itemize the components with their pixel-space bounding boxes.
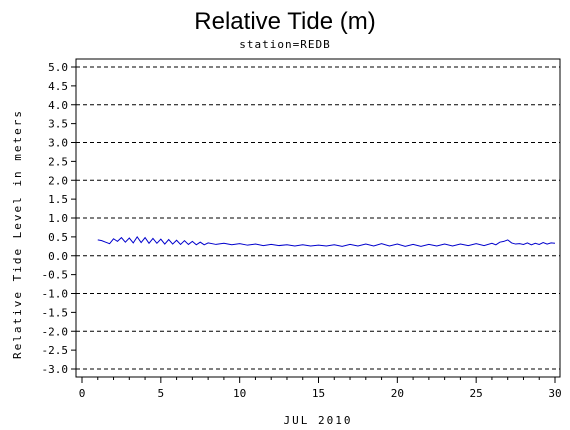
x-tick-label: 10 [233,387,246,400]
y-tick-label: 1.0 [48,212,68,225]
x-tick-label: 15 [312,387,325,400]
y-tick-label: 0.5 [48,231,68,244]
y-axis-label: Relative Tide Level in meters [11,109,24,359]
grid-lines [76,66,560,370]
chart-subtitle: station=REDB [239,38,330,51]
y-tick-label: -2.5 [42,344,69,357]
x-tick-label: 0 [79,387,86,400]
y-tick-label: -3.0 [42,363,69,376]
y-tick-label: 3.0 [48,137,68,150]
y-tick-label: 5.0 [48,61,68,74]
y-tick-label: 4.5 [48,80,68,93]
y-tick-label: 3.5 [48,118,68,131]
y-tick-label: 4.0 [48,99,68,112]
y-tick-label: 1.5 [48,193,68,206]
x-axis-label: JUL 2010 [284,414,353,427]
x-tick-label: 30 [548,387,561,400]
y-tick-label: 2.0 [48,174,68,187]
y-tick-label: -1.5 [42,306,69,319]
y-axis: -3.0 -2.5 -2.0 -1.5 -1.0 -0.5 0.0 0.5 1.0 1.5 2.0 2… [42,61,76,376]
tide-series-line [97,235,556,247]
y-tick-label: 2.5 [48,155,68,168]
y-tick-label: -2.0 [42,325,69,338]
y-tick-label: -1.0 [42,288,69,301]
x-tick-label: 20 [391,387,404,400]
y-tick-label: 0.0 [48,250,68,263]
chart-title: Relative Tide (m) [194,8,375,35]
x-axis: 0 5 10 15 20 25 30 [79,377,562,400]
series-group [97,235,556,247]
x-tick-label: 25 [470,387,483,400]
x-tick-label: 5 [158,387,165,400]
y-tick-label: -0.5 [42,269,69,282]
